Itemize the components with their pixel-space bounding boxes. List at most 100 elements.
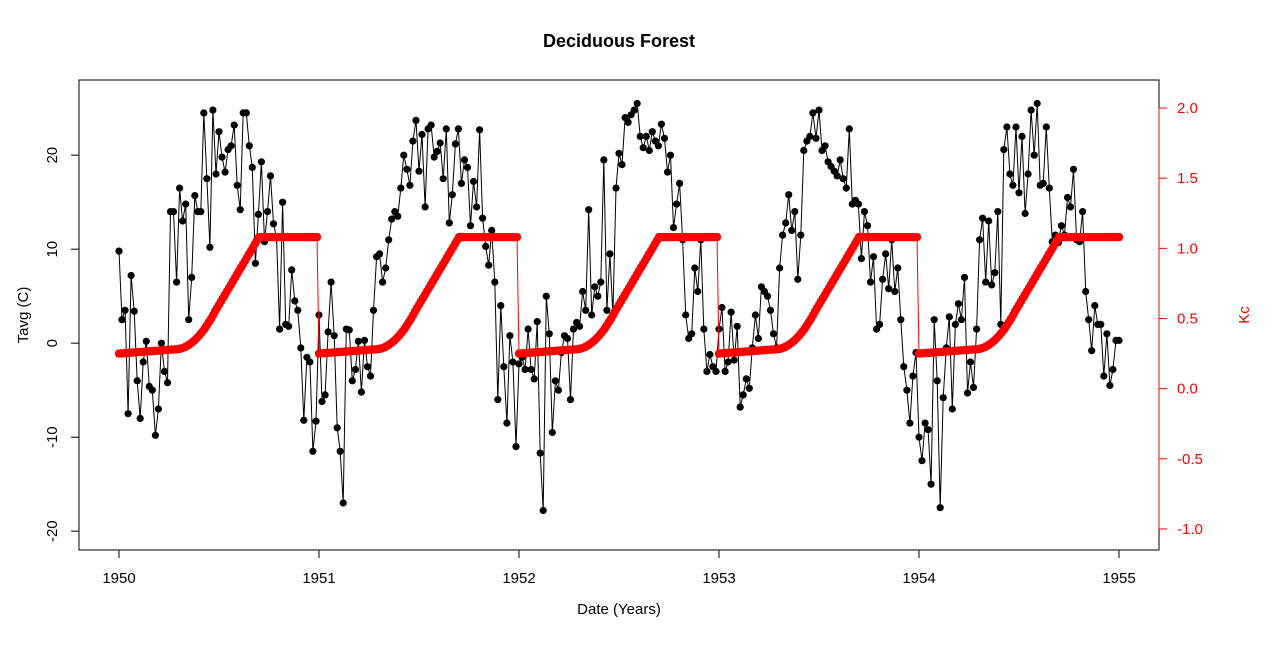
temperature-point bbox=[385, 236, 393, 244]
temperature-point bbox=[500, 363, 508, 371]
temperature-point bbox=[388, 215, 396, 223]
temperature-point bbox=[409, 137, 417, 145]
temperature-point bbox=[148, 386, 156, 394]
temperature-point bbox=[515, 360, 523, 368]
temperature-point bbox=[666, 151, 675, 159]
temperature-point bbox=[654, 142, 663, 150]
temperature-point bbox=[1097, 320, 1105, 328]
x-axis: 1950 1951 1952 1953 1954 1955 bbox=[102, 549, 1136, 587]
temperature-point bbox=[976, 236, 984, 244]
temperature-point bbox=[736, 403, 744, 411]
temperature-point bbox=[600, 156, 608, 164]
temperature-point bbox=[585, 206, 593, 214]
temperature-point bbox=[327, 278, 335, 286]
temperature-point bbox=[745, 384, 753, 392]
temperature-point bbox=[209, 106, 217, 114]
temperature-point bbox=[860, 208, 869, 216]
temperature-point bbox=[469, 177, 478, 186]
x-axis-label: Date (Years) bbox=[577, 601, 661, 618]
temperature-point bbox=[266, 172, 275, 180]
temperature-point bbox=[248, 163, 256, 171]
y-tick-label: 0 bbox=[44, 339, 61, 347]
temperature-point bbox=[188, 273, 196, 281]
temperature-point bbox=[242, 109, 250, 117]
temperature-point bbox=[136, 414, 144, 422]
temperature-point bbox=[782, 219, 790, 227]
temperature-point bbox=[639, 144, 647, 152]
temperature-point bbox=[339, 499, 347, 507]
temperature-point bbox=[439, 175, 447, 183]
y2-tick-label: -0.5 bbox=[1177, 451, 1203, 468]
temperature-point bbox=[488, 226, 496, 234]
temperature-point bbox=[233, 181, 241, 189]
temperature-point bbox=[382, 264, 390, 272]
x-tick-label: 1955 bbox=[1102, 570, 1135, 587]
temperature-point bbox=[724, 358, 732, 366]
y2-tick-label: 0.5 bbox=[1177, 311, 1198, 328]
temperature-point bbox=[457, 179, 465, 187]
temperature-point bbox=[721, 367, 729, 375]
temperature-point bbox=[821, 142, 829, 150]
y2-tick-label: -1.0 bbox=[1177, 521, 1203, 538]
temperature-point bbox=[291, 297, 299, 305]
temperature-point bbox=[306, 358, 314, 366]
temperature-point bbox=[230, 121, 238, 129]
temperature-point bbox=[1082, 287, 1090, 296]
temperature-point bbox=[979, 214, 987, 222]
temperature-point bbox=[176, 184, 184, 192]
temperature-point bbox=[312, 417, 320, 425]
temperature-point bbox=[524, 325, 532, 333]
temperature-point bbox=[857, 255, 866, 263]
temperature-point bbox=[512, 443, 520, 451]
temperature-point bbox=[936, 504, 944, 512]
temperature-point bbox=[579, 287, 587, 296]
temperature-point bbox=[503, 419, 511, 427]
temperature-point bbox=[321, 391, 329, 399]
temperature-point bbox=[869, 253, 878, 261]
temperature-point bbox=[288, 266, 296, 274]
temperature-point bbox=[700, 325, 708, 333]
temperature-point bbox=[363, 363, 372, 371]
x-tick-label: 1953 bbox=[702, 570, 735, 587]
temperature-point bbox=[839, 175, 847, 183]
temperature-point bbox=[442, 125, 450, 133]
temperature-point bbox=[660, 134, 669, 142]
temperature-point bbox=[788, 226, 796, 234]
temperature-point bbox=[309, 447, 317, 455]
temperature-point bbox=[969, 383, 978, 391]
temperature-point bbox=[891, 287, 899, 296]
temperature-point bbox=[427, 121, 435, 129]
temperature-point bbox=[548, 428, 556, 437]
temperature-point bbox=[182, 200, 190, 208]
temperature-point bbox=[1057, 222, 1065, 230]
x-tick-label: 1952 bbox=[502, 570, 535, 587]
temperature-point bbox=[497, 302, 505, 310]
temperature-point bbox=[809, 109, 817, 117]
kc-line bbox=[118, 236, 1119, 355]
temperature-point bbox=[139, 358, 147, 366]
temperature-point bbox=[542, 292, 550, 300]
temperature-point bbox=[330, 332, 338, 340]
temperature-point bbox=[682, 311, 690, 319]
temperature-point bbox=[300, 416, 308, 424]
temperature-point bbox=[791, 208, 799, 216]
temperature-point bbox=[785, 191, 793, 199]
temperature-series bbox=[115, 99, 1123, 515]
temperature-point bbox=[376, 250, 384, 258]
temperature-point bbox=[1024, 170, 1032, 178]
y-tick-label: -20 bbox=[44, 520, 61, 542]
temperature-point bbox=[951, 320, 960, 328]
temperature-point bbox=[733, 322, 741, 330]
temperature-point bbox=[121, 306, 129, 314]
temperature-point bbox=[1033, 99, 1041, 108]
temperature-point bbox=[554, 386, 563, 394]
temperature-point bbox=[688, 330, 696, 338]
temperature-point bbox=[551, 377, 560, 385]
temperature-point bbox=[591, 283, 599, 291]
temperature-point bbox=[276, 325, 284, 333]
temperature-point bbox=[930, 316, 938, 324]
temperature-point bbox=[754, 334, 763, 343]
temperature-point bbox=[1039, 179, 1047, 187]
temperature-point bbox=[251, 259, 259, 267]
temperature-point bbox=[203, 175, 211, 183]
